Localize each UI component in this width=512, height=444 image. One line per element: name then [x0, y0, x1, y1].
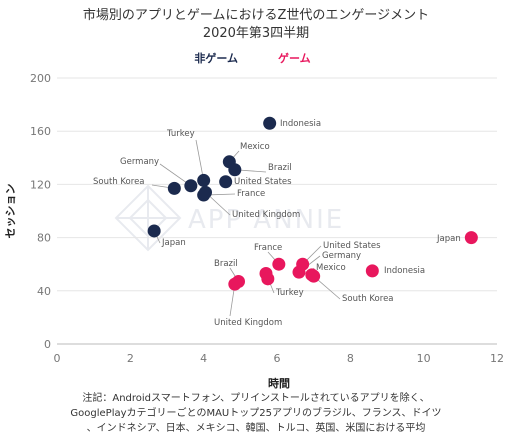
point-label: United States [234, 177, 292, 187]
y-tick-label: 80 [37, 232, 51, 245]
watermark: APP ANNIE [114, 184, 344, 252]
y-tick-label: 0 [44, 338, 51, 351]
x-ticks: 0 2 4 6 8 10 12 [54, 352, 505, 365]
point-label: Brazil [214, 259, 238, 269]
x-tick-label: 10 [417, 352, 431, 365]
y-tick-label: 120 [30, 178, 51, 191]
data-point [228, 277, 242, 291]
note-line-2: GooglePlayカテゴリーごとのMAUトップ25アプリのブラジル、フランス、… [70, 406, 441, 419]
x-axis-label: 時間 [268, 376, 290, 390]
point-label: Brazil [268, 163, 292, 173]
leader-line [195, 139, 205, 181]
point-label: United Kingdom [232, 210, 300, 220]
data-point [167, 181, 181, 195]
point-label: Indonesia [384, 266, 425, 276]
point-label: Japan [436, 234, 461, 244]
data-point [307, 269, 321, 283]
point-label: Turkey [275, 288, 304, 298]
point-label: United States [323, 241, 381, 251]
data-point [197, 173, 211, 187]
data-point [219, 175, 233, 189]
data-point [228, 163, 242, 177]
chart-subtitle: 2020年第3四半期 [203, 26, 309, 41]
data-point [263, 116, 277, 130]
data-point [199, 185, 212, 199]
point-label: South Korea [342, 294, 394, 304]
y-tick-label: 200 [30, 72, 51, 85]
note-line-3: 、インドネシア、日本、メキシコ、韓国、トルコ、英国、米国における平均 [87, 421, 426, 434]
data-point [365, 264, 379, 278]
data-points [147, 116, 478, 291]
data-point [147, 224, 161, 238]
data-point [184, 179, 198, 193]
y-axis-label: セッション [4, 184, 17, 239]
point-label: Mexico [316, 263, 346, 273]
note-line-1: 注記：Androidスマートフォン、プリインストールされているアプリを除く、 [82, 391, 429, 404]
x-tick-label: 0 [54, 352, 61, 365]
point-label: Germany [322, 251, 361, 261]
grid [57, 77, 497, 345]
data-point [272, 257, 286, 271]
y-tick-label: 160 [30, 125, 51, 138]
chart-title: 市場別のアプリとゲームにおけるZ世代のエンゲージメント [83, 7, 429, 23]
x-tick-label: 8 [347, 352, 354, 365]
y-tick-label: 40 [37, 285, 51, 298]
watermark-text: APP ANNIE [188, 205, 344, 235]
point-label: United Kingdom [214, 318, 282, 328]
point-label: Germany [120, 157, 159, 167]
point-label: France [254, 243, 282, 253]
point-label: South Korea [93, 177, 145, 187]
x-tick-label: 4 [200, 352, 207, 365]
point-label: France [237, 189, 265, 199]
point-label: Indonesia [280, 119, 321, 129]
y-ticks: 0 40 80 120 160 200 [30, 72, 51, 351]
data-point [292, 265, 306, 279]
x-tick-label: 6 [274, 352, 281, 365]
point-labels: Indonesia Mexico Brazil Turkey Germany South … [93, 119, 461, 328]
point-label: Mexico [240, 142, 270, 152]
data-point [464, 231, 478, 245]
legend-game: ゲーム [278, 51, 311, 65]
point-label: Turkey [166, 129, 195, 139]
x-tick-label: 12 [490, 352, 504, 365]
watermark-logo-icon [114, 184, 182, 252]
point-label: Japan [161, 238, 186, 248]
x-tick-label: 2 [127, 352, 134, 365]
data-point [261, 272, 275, 286]
legend-non-game: 非ゲーム [194, 51, 238, 65]
